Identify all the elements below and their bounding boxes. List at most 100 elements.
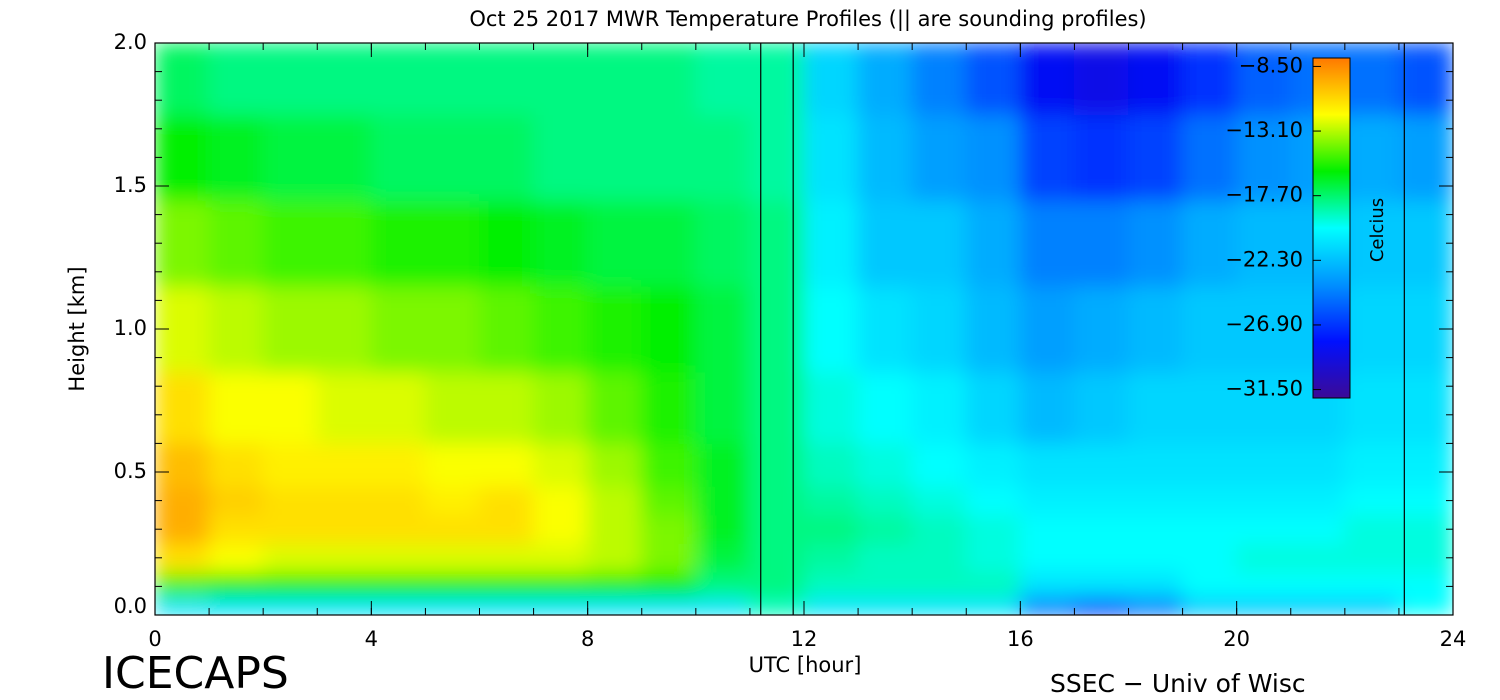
heat-cell [1128,371,1184,444]
heat-cell [803,371,859,444]
heat-cell [155,485,210,516]
heat-cell [1290,442,1346,487]
heat-cell [1344,285,1400,373]
heat-cell [641,43,697,115]
colorbar-tick-label: −17.70 [1225,183,1303,207]
y-tick-label: 0.0 [114,594,147,618]
heat-cell [749,43,805,115]
heat-cell [911,114,967,201]
heat-cell [479,442,535,487]
heat-cell [1073,371,1129,444]
heat-cell [641,371,697,444]
heat-cell [262,199,318,287]
heat-cell [316,43,372,115]
heat-cell [641,199,697,287]
footer-right: SSEC − Univ of Wisc [1050,669,1306,698]
heat-cell [155,442,210,487]
heat-cell [316,199,372,287]
heat-cell [965,571,1021,599]
heat-cell [911,543,967,573]
heat-cell [479,514,535,544]
heat-cell [533,514,589,544]
heat-cell [911,442,967,487]
heat-cell [1236,371,1292,444]
heat-cell [479,485,535,516]
heat-cell [911,571,967,599]
x-tick-label: 0 [148,627,161,651]
heat-cell [749,442,805,487]
heat-cell [1398,514,1453,544]
heat-cell [1128,597,1184,615]
heat-cell [803,514,859,544]
heat-cell [370,285,426,373]
heat-cell [1236,514,1292,544]
heat-cell [857,571,913,599]
heat-cell [370,543,426,573]
heat-cell [965,442,1021,487]
heat-cell [262,442,318,487]
heat-cell [587,597,643,615]
heat-cell [533,597,589,615]
heat-cell [1290,543,1346,573]
chart-title: Oct 25 2017 MWR Temperature Profiles (||… [469,7,1146,32]
heat-cell [208,114,264,201]
heat-cell [424,485,480,516]
heat-cell [587,114,643,201]
heat-cell [1398,43,1453,115]
heat-cell [587,485,643,516]
heat-cell [208,199,264,287]
heat-cell [155,543,210,573]
heat-cell [1398,543,1453,573]
heat-cell [695,485,751,516]
heat-cell [803,543,859,573]
heat-cell [1398,485,1453,516]
heat-cell [695,371,751,444]
heat-cell [424,114,480,201]
heat-cell [803,571,859,599]
heat-cell [587,514,643,544]
heat-cell [1019,571,1075,599]
heat-cell [695,43,751,115]
heat-cell [208,571,264,599]
heat-cell [479,571,535,599]
heat-cell [641,285,697,373]
y-tick-label: 1.5 [114,173,147,197]
heat-cell [1290,597,1346,615]
heat-cell [803,199,859,287]
heat-cell [749,114,805,201]
heat-cell [1398,199,1453,287]
heat-cell [749,285,805,373]
heat-cell [1073,199,1129,287]
heat-cell [370,199,426,287]
heat-cell [857,543,913,573]
heat-cell [316,285,372,373]
heat-cell [479,114,535,201]
heat-cell [533,371,589,444]
heat-cell [911,485,967,516]
heat-cell [641,485,697,516]
heat-cell [262,114,318,201]
heat-cell [1128,285,1184,373]
heat-cell [965,199,1021,287]
heat-cell [641,597,697,615]
heat-cell [911,371,967,444]
heat-cell [155,114,210,201]
heat-cell [262,514,318,544]
heat-cell [479,371,535,444]
heat-cell [316,514,372,544]
heat-cell [533,43,589,115]
heat-cell [533,199,589,287]
heat-cell [965,114,1021,201]
heat-cell [155,43,210,115]
heat-cell [424,514,480,544]
heat-cell [965,543,1021,573]
heat-cell [1019,285,1075,373]
heat-cell [695,285,751,373]
heat-cell [316,442,372,487]
heat-cell [208,43,264,115]
heat-cell [1182,199,1238,287]
heat-cell [749,485,805,516]
heat-cell [587,43,643,115]
heat-cell [1019,199,1075,287]
heat-cell [641,514,697,544]
